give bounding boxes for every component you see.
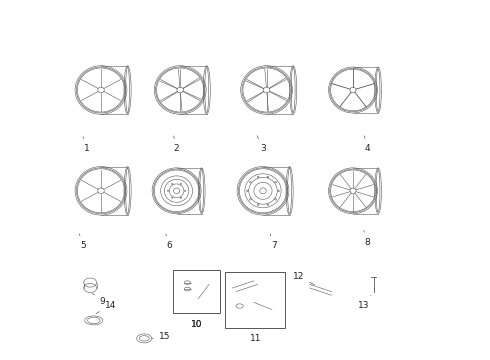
- Text: 11: 11: [250, 334, 262, 343]
- Text: 15: 15: [152, 332, 170, 341]
- Text: 9: 9: [92, 293, 105, 306]
- Bar: [225, 272, 285, 328]
- Text: 1: 1: [83, 137, 90, 153]
- Text: 13: 13: [358, 295, 371, 310]
- Bar: [173, 270, 220, 313]
- Text: 8: 8: [364, 230, 370, 247]
- Text: 10: 10: [191, 320, 202, 329]
- Text: 14: 14: [96, 301, 116, 314]
- Text: 12: 12: [293, 272, 315, 285]
- Text: 6: 6: [166, 234, 172, 250]
- Text: 4: 4: [365, 136, 370, 153]
- Text: 5: 5: [79, 234, 86, 250]
- Text: 3: 3: [257, 136, 266, 153]
- Text: 10: 10: [191, 313, 202, 329]
- Text: 7: 7: [270, 234, 277, 250]
- Text: 2: 2: [173, 136, 179, 153]
